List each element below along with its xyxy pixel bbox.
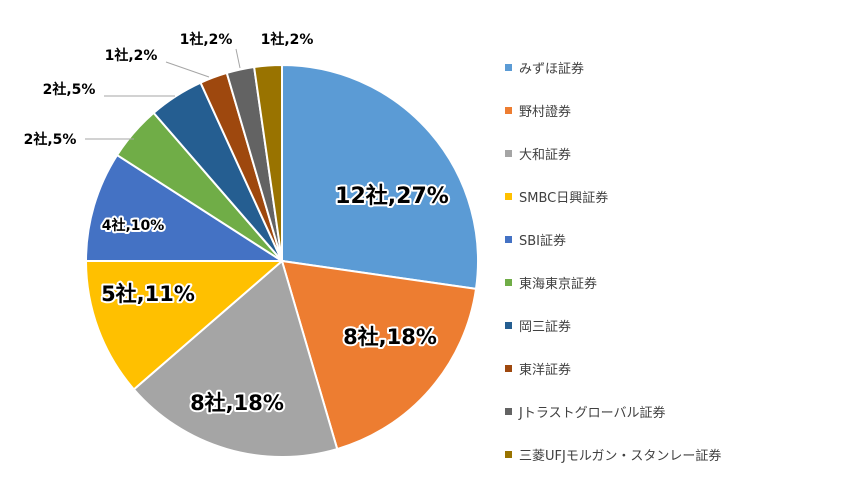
legend-label: SBI証券 [519, 234, 567, 249]
pie-slice [252, 63, 283, 262]
legend-label: 野村證券 [519, 105, 572, 120]
legend-label: みずほ証券 [519, 62, 585, 77]
data-label: 4社,10% [102, 217, 165, 234]
legend-swatch [505, 408, 512, 415]
legend-item: 野村證券 [505, 101, 721, 144]
data-label: 8社,18% [343, 325, 437, 349]
legend-swatch [505, 279, 512, 286]
legend-label: 東洋証券 [519, 363, 572, 378]
pie-slice [84, 153, 286, 262]
legend-label: 東海東京証券 [519, 277, 598, 292]
data-label: 1社,2% [105, 47, 158, 64]
legend-item: 岡三証券 [505, 316, 721, 359]
legend-swatch [505, 64, 512, 71]
legend: みずほ証券野村證券大和証券 SMBC日興証券 SBI証券東海東京証券 岡三証券東洋証券… [505, 58, 721, 488]
legend-item: SMBC日興証券 [505, 187, 721, 230]
legend-label: 大和証券 [519, 148, 572, 163]
pie-slice [84, 260, 285, 391]
pie-slice [281, 63, 479, 291]
leader-lines [85, 48, 241, 140]
legend-swatch [505, 365, 512, 372]
data-label: 12社,27% [335, 183, 449, 209]
data-label: 5社,11% [101, 282, 195, 306]
leader-line [235, 48, 241, 69]
legend-swatch [505, 193, 512, 200]
legend-item: SBI証券 [505, 230, 721, 273]
data-label: 1社,2% [180, 31, 233, 48]
legend-swatch [505, 322, 512, 329]
legend-label: Jトラストグローバル証券 [519, 406, 666, 421]
legend-swatch [505, 236, 512, 243]
legend-item: 大和証券 [505, 144, 721, 187]
leader-line [165, 61, 210, 78]
legend-swatch [505, 107, 512, 114]
legend-item: みずほ証券 [505, 58, 721, 101]
legend-item: 三菱UFJモルガン・スタンレー証券 [505, 445, 721, 488]
data-label: 8社,18% [190, 391, 284, 415]
legend-item: 東海東京証券 [505, 273, 721, 316]
pie-slice [132, 259, 339, 458]
data-labels: 12社,27% 8社,18% 8社,18% 5社,11% 4社,10% 2社,5% 2社,5… [24, 31, 451, 417]
legend-swatch [505, 150, 512, 157]
legend-label: 岡三証券 [519, 320, 572, 335]
pie-slices [84, 63, 479, 458]
pie-slice [280, 259, 478, 451]
data-label: 2社,5% [43, 81, 96, 98]
legend-label: SMBC日興証券 [519, 191, 609, 206]
legend-item: 東洋証券 [505, 359, 721, 402]
legend-swatch [505, 451, 512, 458]
legend-item: Jトラストグローバル証券 [505, 402, 721, 445]
legend-label: 三菱UFJモルガン・スタンレー証券 [519, 449, 722, 464]
data-label: 2社,5% [24, 131, 77, 148]
data-label: 1社,2% [261, 31, 314, 48]
